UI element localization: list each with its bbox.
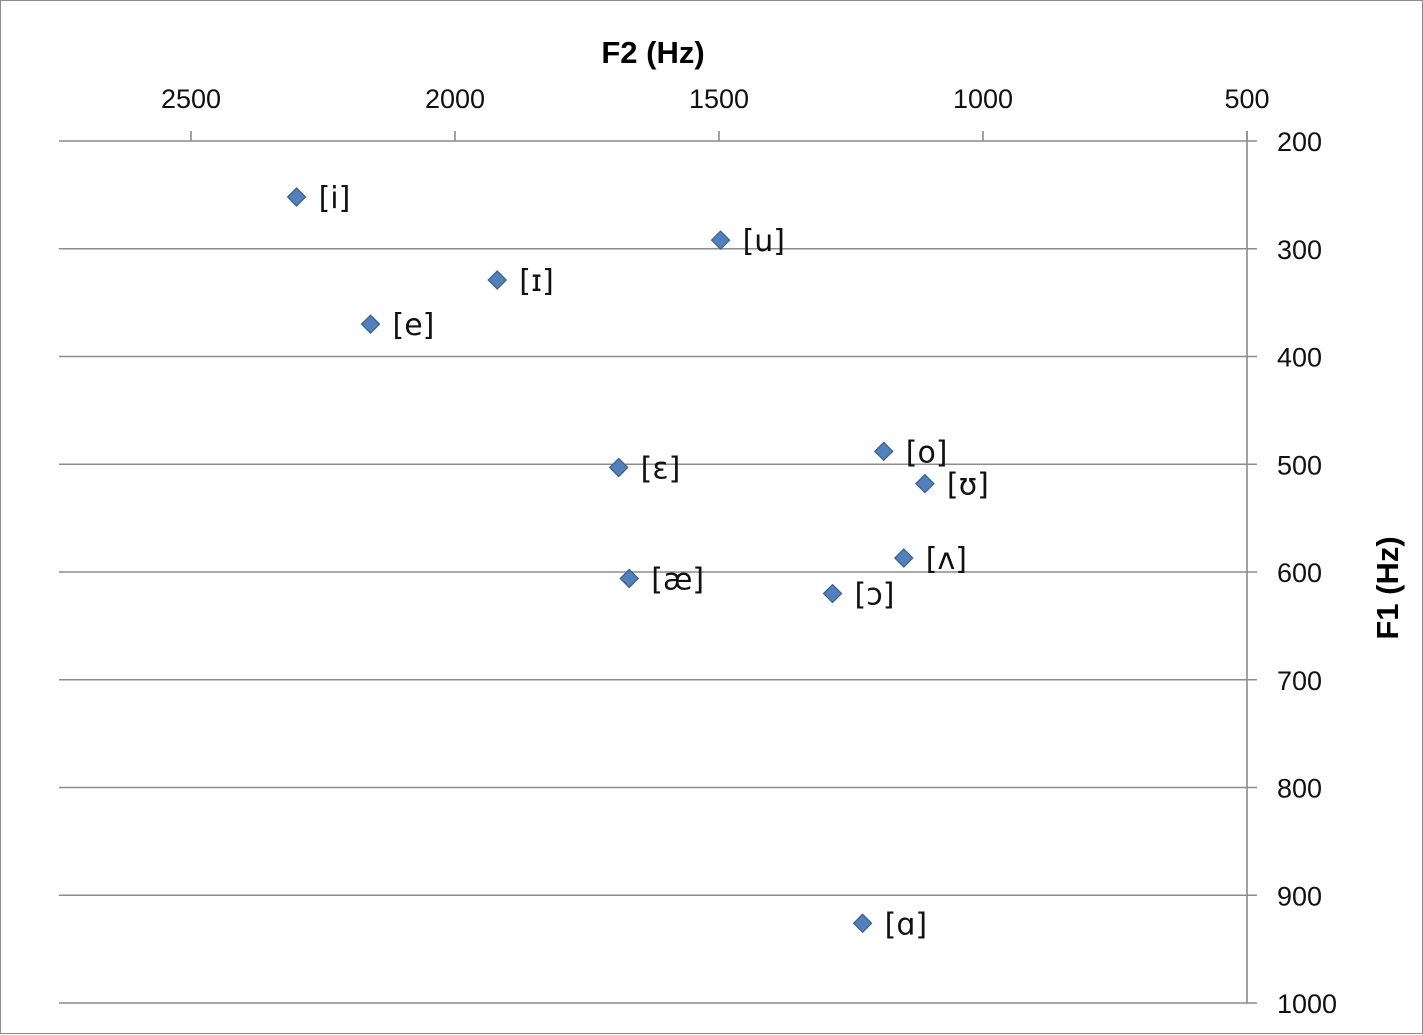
x-axis-title: F2 (Hz) — [601, 35, 704, 70]
data-point-marker — [710, 230, 731, 250]
data-point-marker — [286, 187, 307, 207]
x-tick-label: 1500 — [689, 84, 749, 114]
data-point-label: [ɛ] — [641, 451, 681, 486]
data-point-label: [i] — [319, 181, 351, 216]
y-axis-title: F1 (Hz) — [1370, 536, 1405, 639]
y-tick-label: 300 — [1277, 235, 1322, 265]
data-point-label: [ɪ] — [519, 264, 554, 299]
gridlines — [59, 140, 1257, 1004]
x-tick-label: 2000 — [425, 84, 485, 114]
x-tick-label: 1000 — [953, 84, 1013, 114]
y-tick-label: 600 — [1277, 558, 1322, 588]
data-point-label: [o] — [906, 435, 948, 470]
data-point-marker — [822, 583, 843, 604]
tick-labels: 200 300 400 500 600 700 800 900 1000 2500 2000 1500… — [161, 84, 1337, 1019]
data-points: [i] [u] [ɪ] [e] [o] [ɛ] [ʊ] [ʌ] [æ] [ɔ] [ɑ] — [286, 181, 989, 942]
x-tick-label: 500 — [1224, 84, 1269, 114]
data-point-marker — [360, 314, 381, 335]
y-tick-label: 500 — [1277, 450, 1322, 480]
data-point-marker — [619, 568, 640, 589]
data-point-marker — [852, 913, 873, 934]
y-tick-label: 1000 — [1277, 989, 1337, 1019]
data-point-label: [ɑ] — [885, 907, 927, 942]
y-tick-label: 400 — [1277, 343, 1322, 373]
data-point-label: [æ] — [651, 562, 704, 597]
data-point-label: [ʌ] — [926, 542, 967, 577]
x-tick-label: 2500 — [161, 84, 221, 114]
axes — [190, 131, 1248, 1003]
data-point-label: [ɔ] — [855, 578, 895, 613]
data-point-marker — [893, 548, 914, 568]
y-tick-label: 700 — [1277, 666, 1322, 696]
data-point-marker — [915, 473, 935, 494]
data-point-marker — [873, 441, 894, 462]
data-point-label: [u] — [743, 224, 785, 259]
data-point-label: [e] — [393, 308, 435, 343]
y-tick-label: 200 — [1277, 127, 1322, 157]
y-tick-label: 800 — [1277, 774, 1322, 804]
data-point-label: [ʊ] — [947, 468, 989, 503]
data-point-marker — [487, 270, 508, 290]
data-point-marker — [608, 457, 629, 478]
y-tick-label: 900 — [1277, 881, 1322, 911]
